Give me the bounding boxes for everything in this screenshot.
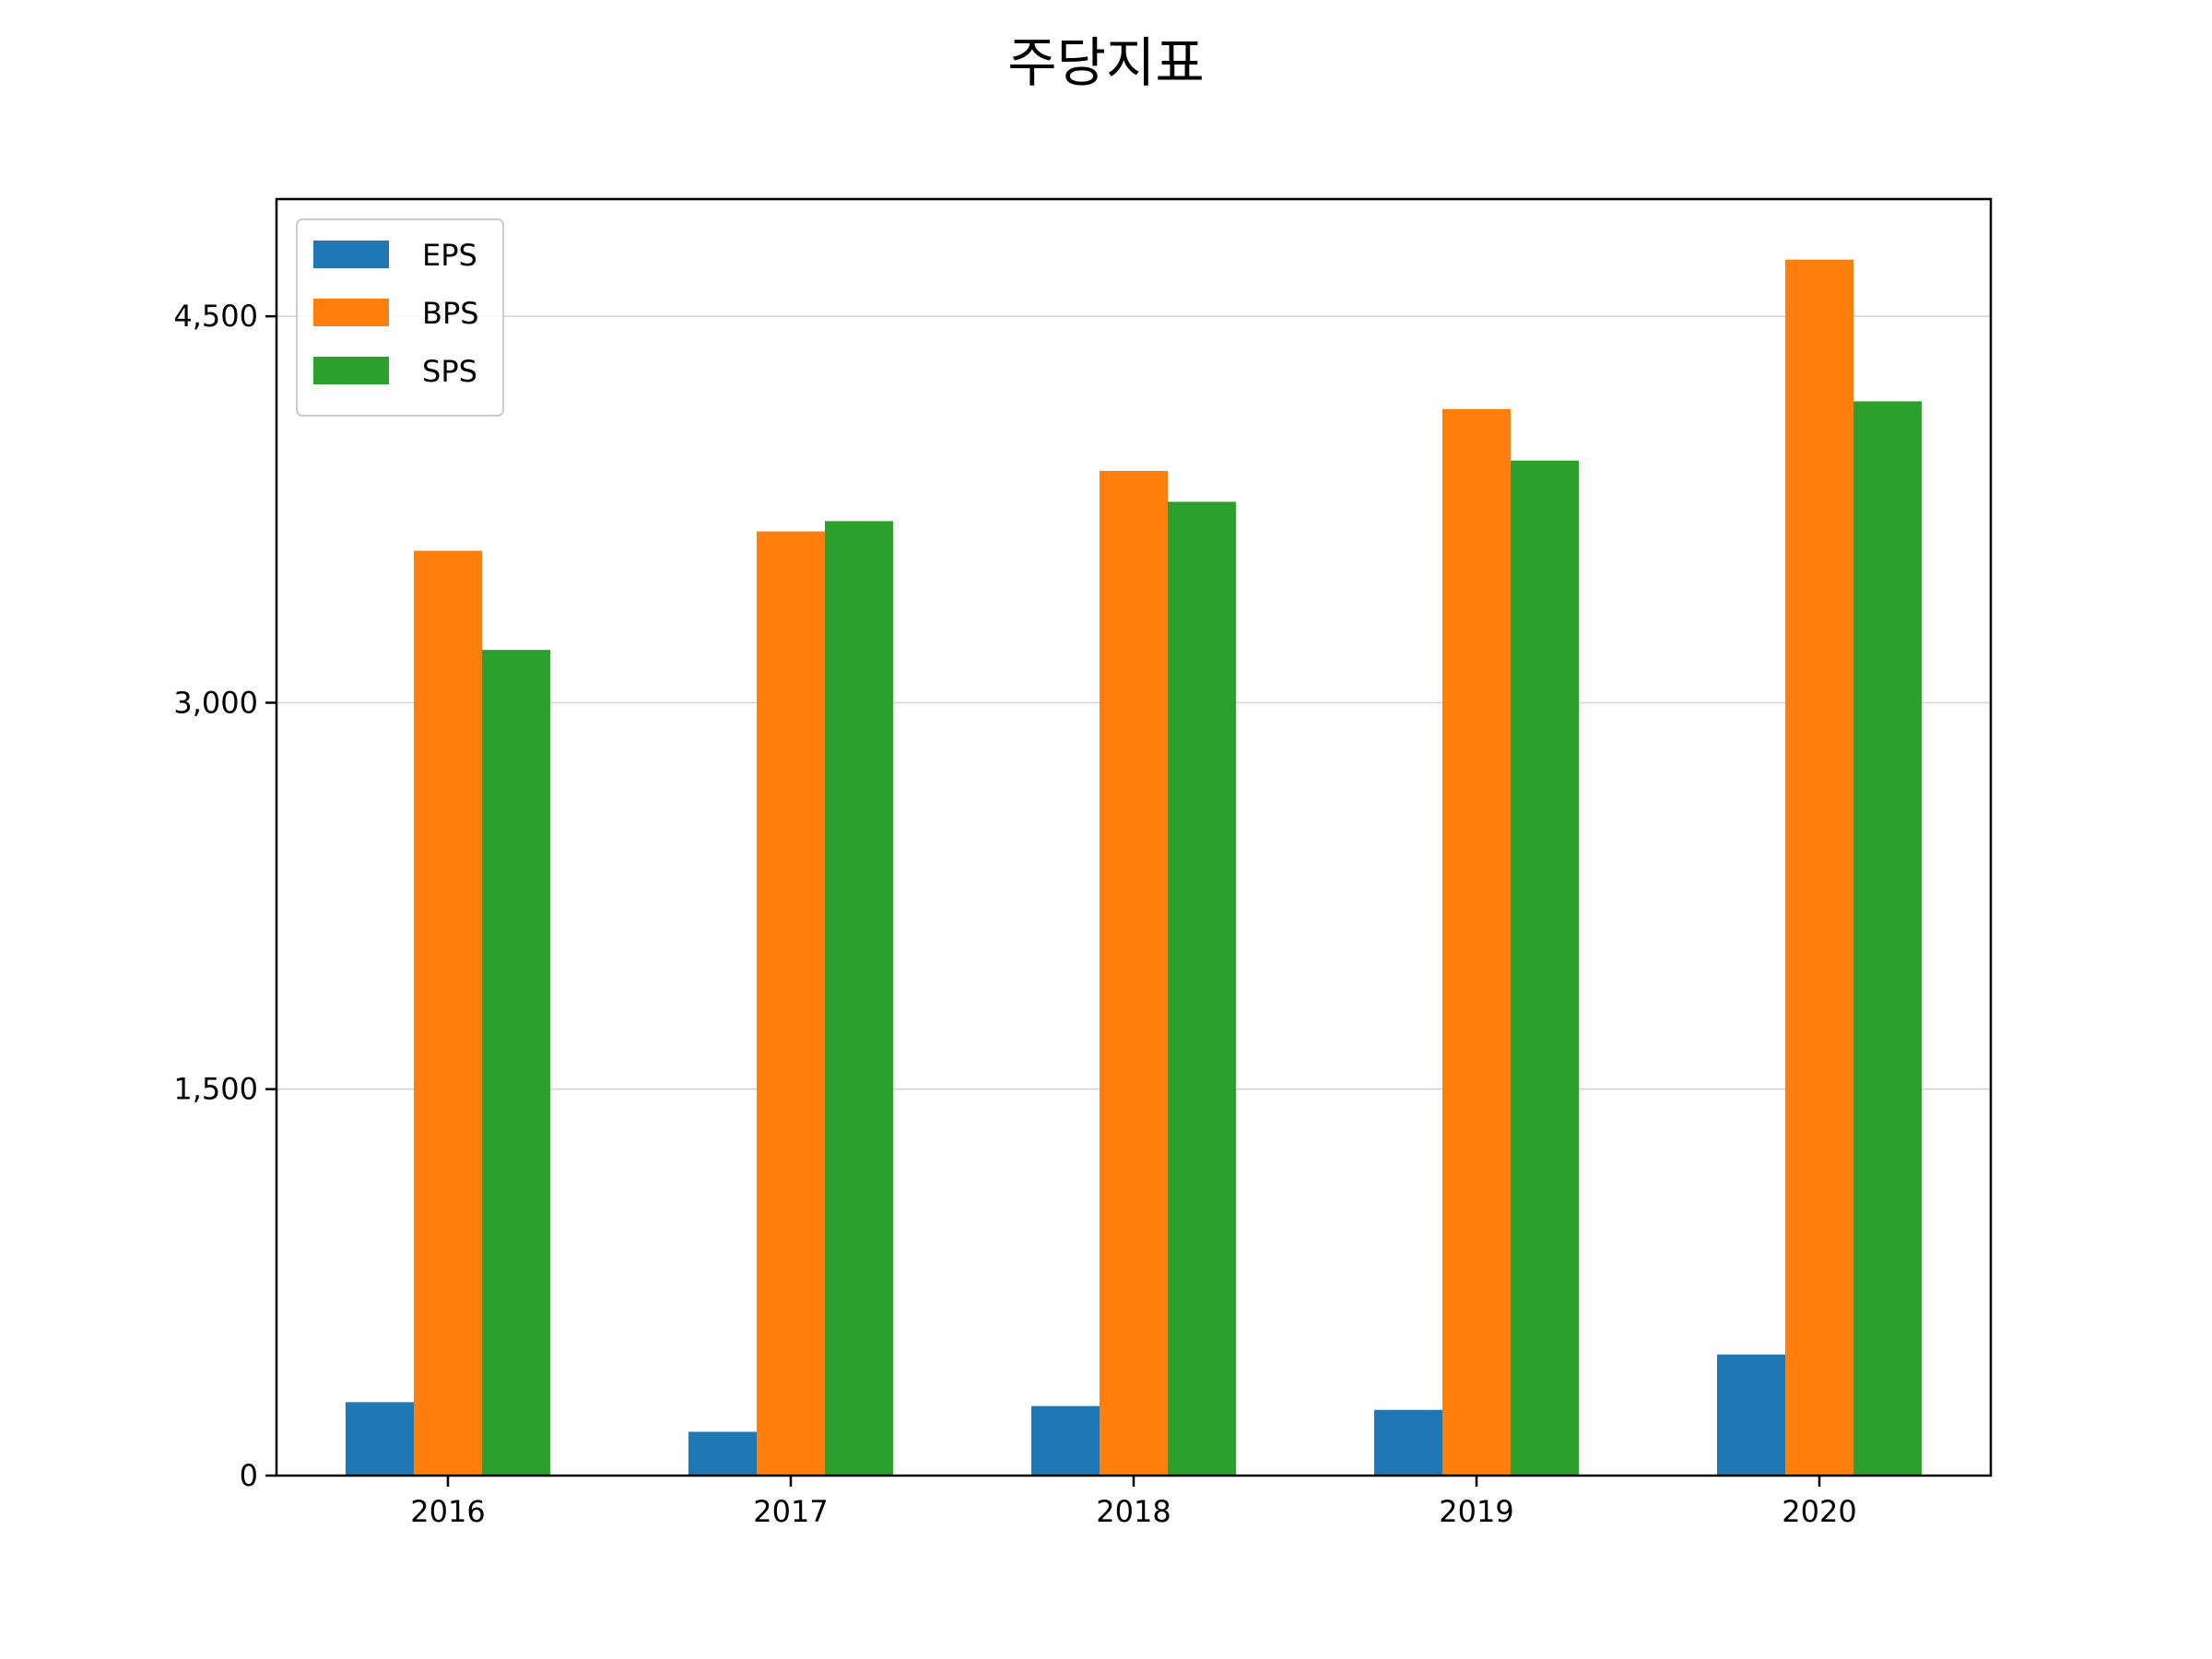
x-tick-label: 2017: [753, 1494, 828, 1529]
bar-sps-2016: [482, 650, 550, 1476]
bar-bps-2017: [757, 531, 825, 1476]
y-tick-label: 3,000: [173, 685, 258, 720]
bar-sps-2019: [1511, 460, 1579, 1476]
y-tick-label: 4,500: [173, 299, 258, 334]
x-tick-label: 2020: [1782, 1494, 1856, 1529]
bar-bps-2016: [414, 550, 482, 1476]
bar-bps-2019: [1442, 408, 1511, 1477]
y-axis: 0 1,500 3,000 4,500: [173, 299, 276, 1493]
x-tick-label: 2019: [1439, 1494, 1513, 1529]
bar-eps-2017: [688, 1431, 757, 1476]
x-tick-label: 2016: [410, 1494, 485, 1529]
x-axis: 2016 2017 2018 2019 2020: [410, 1476, 1857, 1529]
bar-bps-2020: [1785, 259, 1853, 1477]
bar-eps-2020: [1717, 1354, 1785, 1476]
x-tick-label: 2018: [1096, 1494, 1171, 1529]
y-tick-label: 1,500: [173, 1072, 258, 1107]
bars: [346, 259, 1922, 1477]
bar-eps-2016: [346, 1402, 414, 1476]
legend-label-sps: SPS: [422, 354, 477, 389]
bar-sps-2017: [825, 521, 893, 1476]
legend-swatch-bps: [313, 299, 389, 326]
legend-label-bps: BPS: [422, 296, 479, 331]
bar-sps-2020: [1853, 401, 1922, 1476]
bar-bps-2018: [1100, 470, 1168, 1476]
bar-eps-2018: [1031, 1406, 1100, 1476]
y-tick-label: 0: [240, 1458, 258, 1493]
bar-eps-2019: [1374, 1409, 1442, 1476]
legend-label-eps: EPS: [422, 238, 477, 273]
legend-swatch-sps: [313, 357, 389, 384]
chart-title: 주당지표: [1007, 31, 1204, 94]
legend-swatch-eps: [313, 241, 389, 268]
legend: EPS BPS SPS: [296, 218, 504, 417]
bar-sps-2018: [1168, 501, 1236, 1476]
